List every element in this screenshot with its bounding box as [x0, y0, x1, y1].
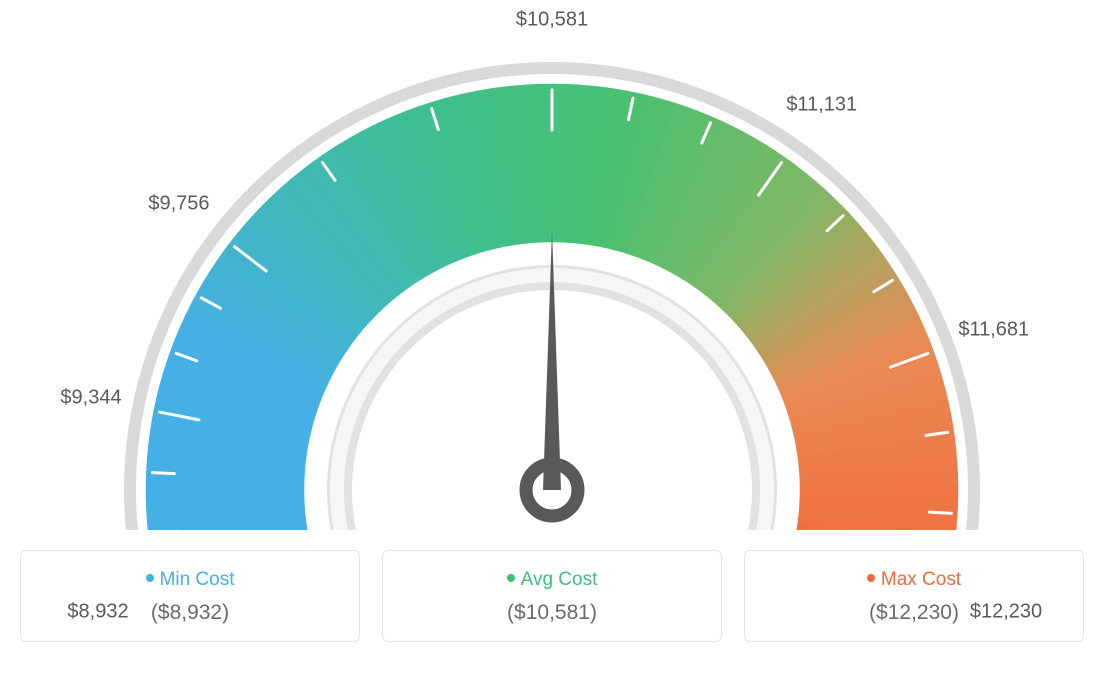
gauge-tick-label: $10,581 — [516, 9, 588, 32]
legend-title-max: Max Cost — [757, 569, 1071, 591]
legend-card-min: Min Cost ($8,932) — [20, 550, 360, 642]
cost-gauge-widget: $8,932$9,344$9,756$10,581$11,131$11,681$… — [20, 20, 1084, 642]
legend-value-avg: ($10,581) — [395, 601, 709, 625]
legend-title-text: Avg Cost — [521, 569, 598, 590]
legend-card-max: Max Cost ($12,230) — [744, 550, 1084, 642]
legend-title-text: Max Cost — [881, 569, 961, 590]
gauge-area: $8,932$9,344$9,756$10,581$11,131$11,681$… — [20, 20, 1084, 530]
gauge-tick-label: $11,681 — [958, 318, 1029, 341]
legend-title-avg: Avg Cost — [395, 569, 709, 591]
legend-card-avg: Avg Cost ($10,581) — [382, 550, 722, 642]
legend-title-min: Min Cost — [33, 569, 347, 591]
gauge-svg — [20, 20, 1084, 530]
legend-row: Min Cost ($8,932) Avg Cost ($10,581) Max… — [20, 550, 1084, 642]
dot-icon — [507, 574, 515, 582]
legend-title-text: Min Cost — [160, 569, 235, 590]
gauge-tick-label: $9,756 — [148, 193, 209, 216]
gauge-tick-label: $11,131 — [786, 94, 857, 117]
gauge-tick-label: $8,932 — [67, 600, 128, 623]
dot-icon — [867, 574, 875, 582]
gauge-tick-label: $9,344 — [60, 387, 121, 410]
gauge-tick-label: $12,230 — [970, 600, 1042, 623]
dot-icon — [146, 574, 154, 582]
